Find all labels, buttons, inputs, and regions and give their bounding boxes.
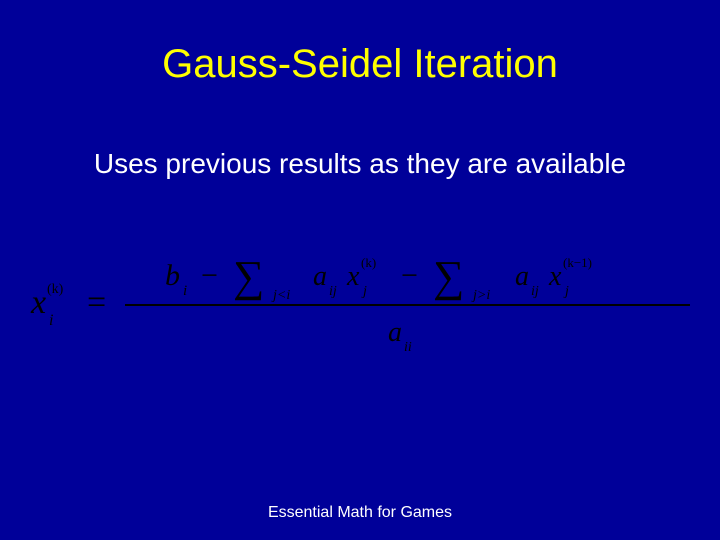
lhs-sup-k: (k) bbox=[47, 282, 64, 297]
num-minus-2: − bbox=[401, 259, 418, 292]
sigma-2: ∑ bbox=[433, 252, 464, 301]
num-minus-1: − bbox=[201, 259, 218, 292]
a2-sub: ij bbox=[531, 284, 539, 299]
slide: Gauss-Seidel Iteration Uses previous res… bbox=[0, 0, 720, 540]
sigma-2-sub: j>i bbox=[471, 288, 490, 303]
gauss-seidel-formula: x i (k) = b i − ∑ j<i a ij x bbox=[25, 243, 695, 363]
slide-title: Gauss-Seidel Iteration bbox=[0, 42, 720, 87]
num-b-sub: i bbox=[183, 283, 187, 299]
sigma-1: ∑ bbox=[233, 252, 264, 301]
denom-a: a bbox=[388, 317, 402, 348]
num-b: b bbox=[165, 259, 180, 292]
x2-sup: (k−1) bbox=[563, 255, 592, 270]
x2-sub: j bbox=[563, 284, 569, 299]
a1: a bbox=[313, 261, 327, 292]
equals-sign: = bbox=[87, 284, 106, 321]
slide-footer: Essential Math for Games bbox=[0, 504, 720, 522]
x2: x bbox=[548, 261, 562, 292]
formula-svg: x i (k) = b i − ∑ j<i a ij x bbox=[25, 243, 695, 363]
lhs-sub-i: i bbox=[49, 312, 53, 329]
denom-a-sub: ii bbox=[404, 340, 412, 355]
sigma-1-sub: j<i bbox=[271, 288, 290, 303]
a1-sub: ij bbox=[329, 284, 337, 299]
x1-sub: j bbox=[361, 284, 367, 299]
a2: a bbox=[515, 261, 529, 292]
x1: x bbox=[346, 261, 360, 292]
lhs-x: x bbox=[30, 284, 46, 321]
slide-subtitle: Uses previous results as they are availa… bbox=[0, 148, 720, 180]
x1-sup: (k) bbox=[361, 255, 376, 270]
